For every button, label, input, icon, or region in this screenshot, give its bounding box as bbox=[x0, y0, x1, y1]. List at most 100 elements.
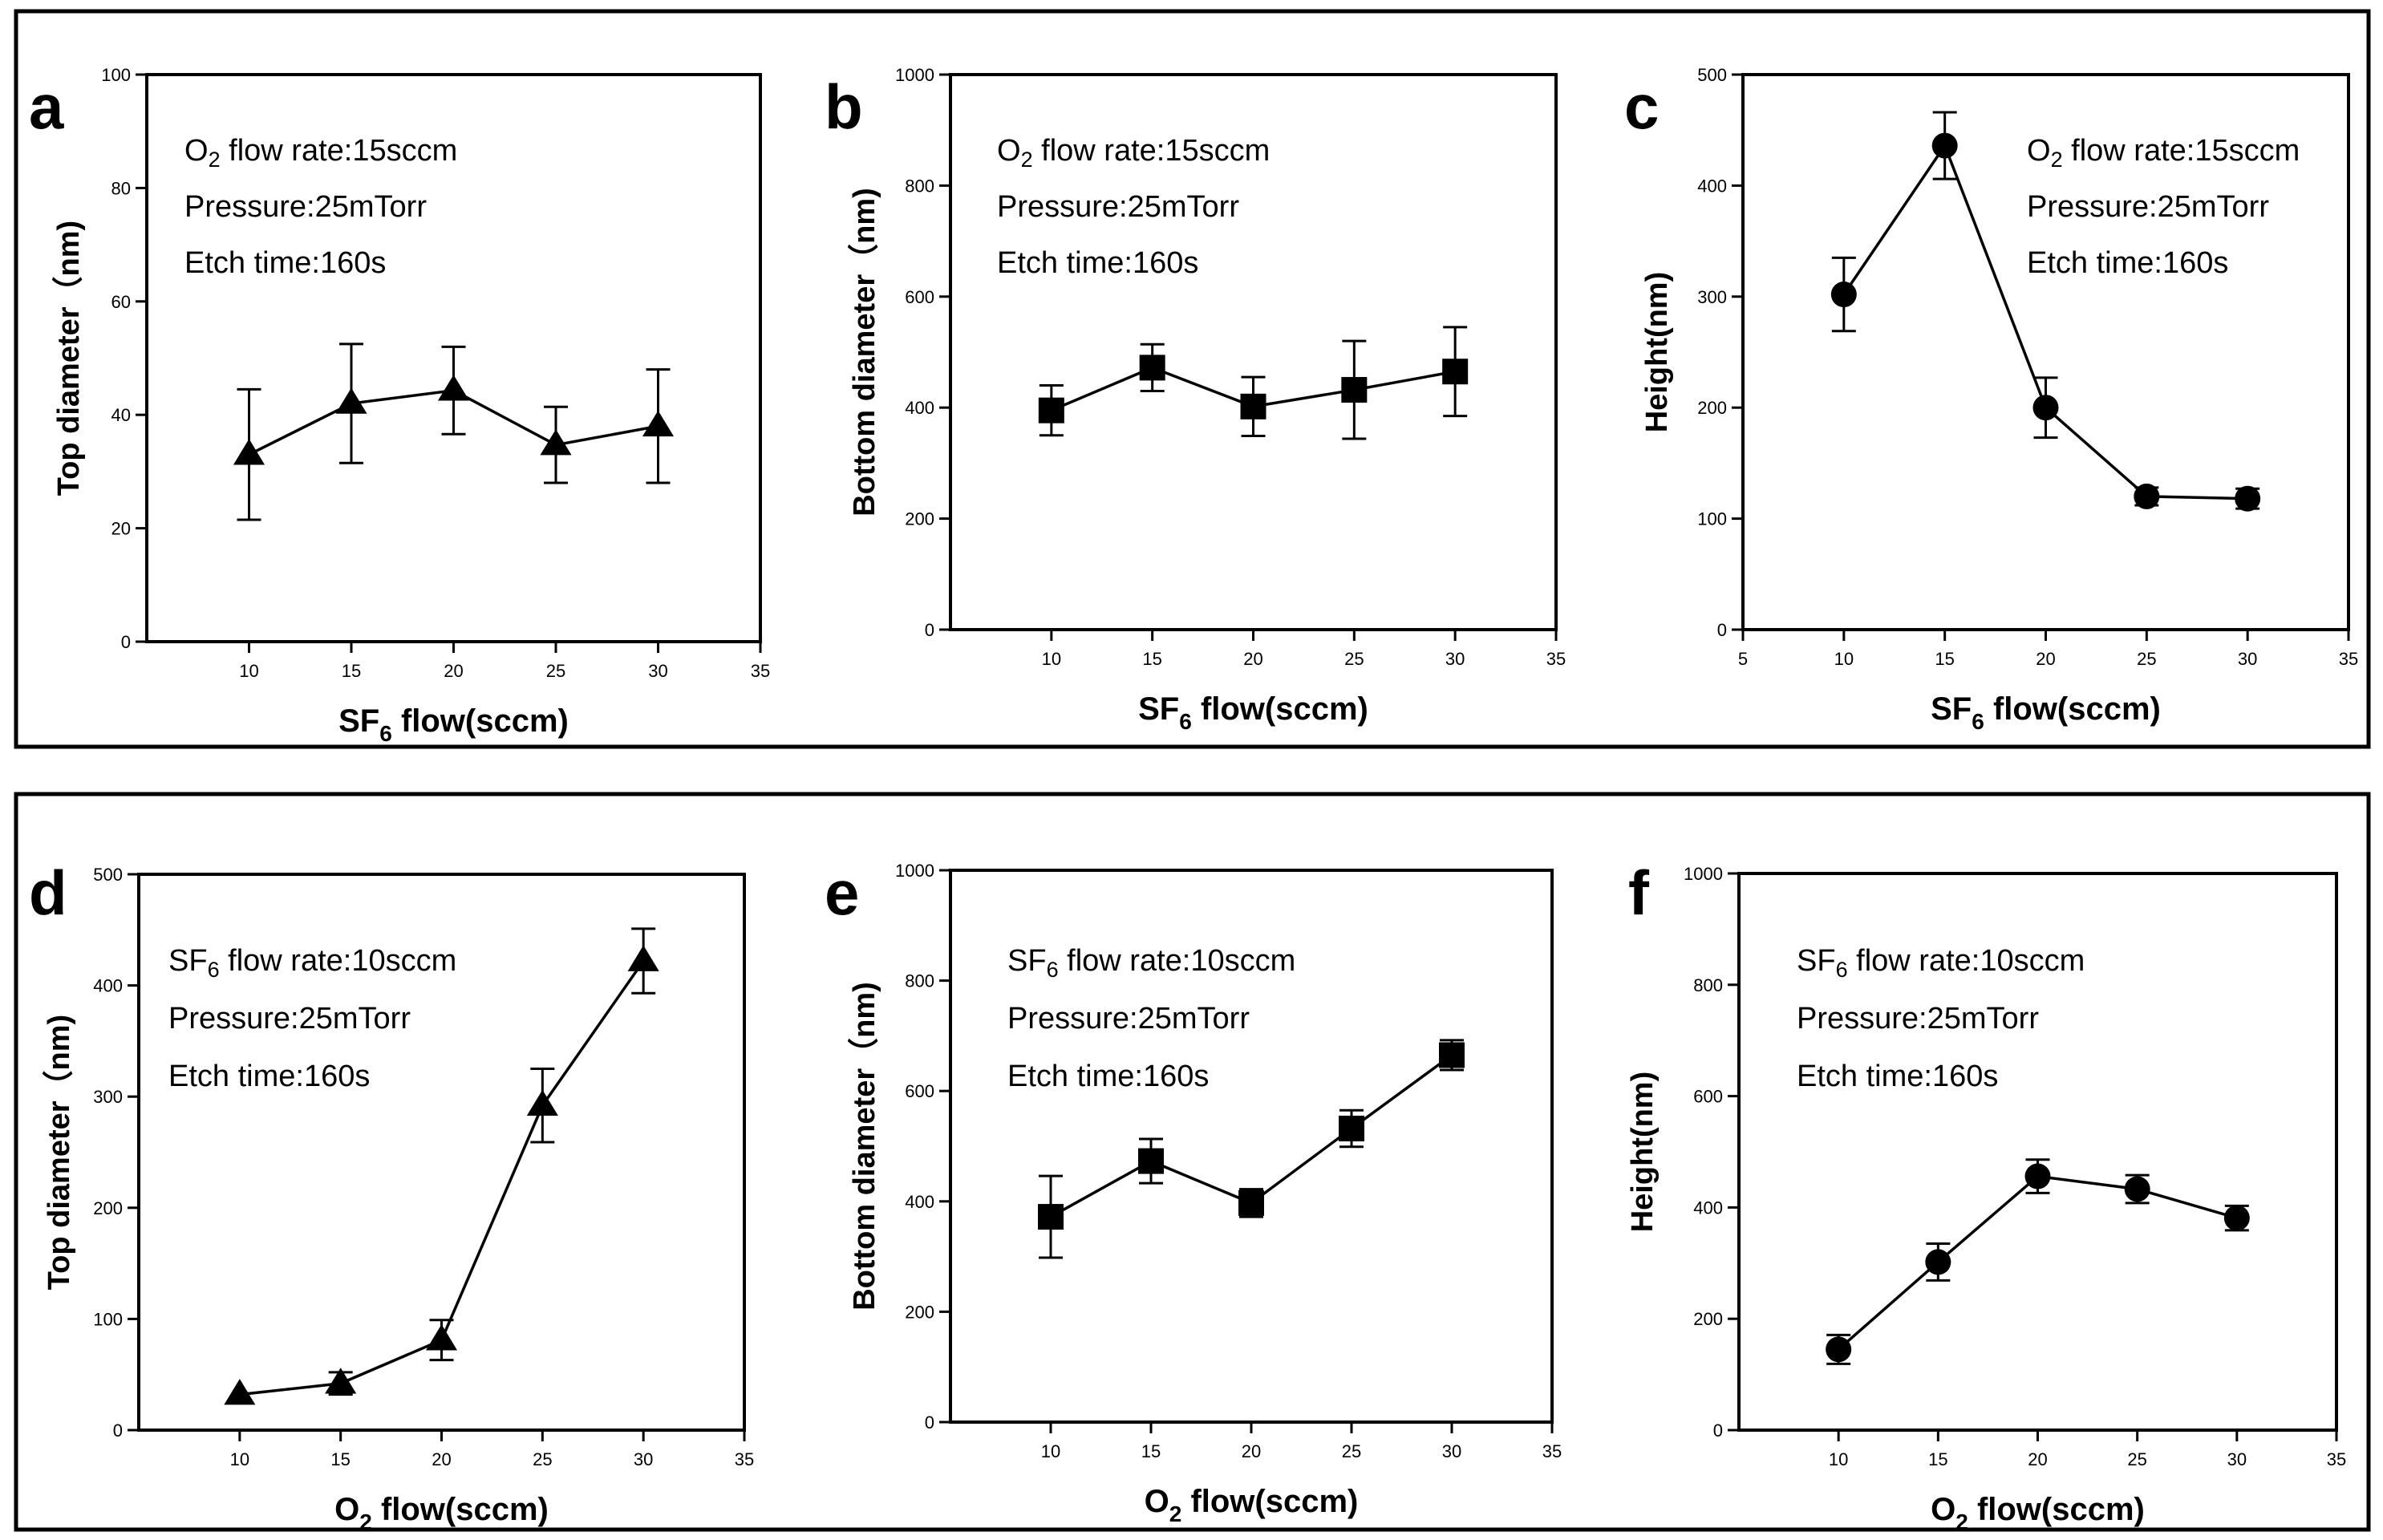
annotation-text: Pressure:25mTorr bbox=[184, 190, 427, 224]
y-tick-label: 200 bbox=[1697, 398, 1727, 418]
y-tick-label: 200 bbox=[93, 1198, 123, 1218]
data-point bbox=[1240, 393, 1266, 419]
annotation-line: Etch time:160s bbox=[1007, 1060, 1209, 1093]
series-line bbox=[1838, 1174, 2238, 1351]
y-tick-label: 400 bbox=[93, 976, 123, 996]
annotation-line: Pressure:25mTorr bbox=[1797, 1002, 2039, 1035]
x-tick-label: 10 bbox=[1829, 1449, 1848, 1469]
annotation-text: O bbox=[184, 134, 209, 168]
annotation-line: Pressure:25mTorr bbox=[2027, 190, 2269, 224]
x-tick-label: 30 bbox=[2238, 649, 2257, 669]
x-tick-label: 35 bbox=[2339, 649, 2358, 669]
data-point bbox=[233, 439, 265, 465]
annotation-text: Etch time:160s bbox=[168, 1060, 370, 1093]
y-tick-label: 0 bbox=[113, 1420, 123, 1441]
annotation-text-rest: flow rate:10sccm bbox=[1848, 944, 2085, 978]
y-tick-label: 200 bbox=[905, 509, 934, 529]
y-tick-label: 400 bbox=[1697, 176, 1727, 196]
annotation-subscript: 2 bbox=[1021, 148, 1033, 172]
x-tick-label: 25 bbox=[2127, 1449, 2146, 1469]
annotation-text-rest: flow rate:10sccm bbox=[220, 944, 457, 978]
y-tick-label: 600 bbox=[1693, 1087, 1723, 1107]
x-axis-label-main: SF bbox=[1138, 691, 1179, 727]
x-tick-label: 20 bbox=[2036, 649, 2055, 669]
data-point bbox=[1341, 377, 1368, 403]
data-point bbox=[1931, 132, 1958, 159]
y-tick-label: 0 bbox=[925, 1412, 934, 1433]
data-point bbox=[335, 387, 367, 414]
panel-letter: d bbox=[29, 857, 67, 928]
data-point bbox=[1038, 397, 1064, 424]
annotation-text: O bbox=[2027, 134, 2051, 168]
annotation-subscript: 6 bbox=[1836, 958, 1848, 982]
y-tick-label: 0 bbox=[925, 620, 934, 640]
x-tick-label: 20 bbox=[2028, 1449, 2047, 1469]
data-point bbox=[1439, 1042, 1465, 1068]
x-axis-label-unit: flow(sccm) bbox=[392, 703, 569, 739]
x-tick-label: 35 bbox=[751, 661, 770, 681]
data-point bbox=[425, 1324, 458, 1351]
annotation-subscript: 2 bbox=[2051, 148, 2063, 172]
data-point bbox=[1038, 1204, 1064, 1230]
data-point bbox=[1826, 1336, 1852, 1363]
data-point bbox=[2124, 1176, 2150, 1202]
y-tick-label: 300 bbox=[93, 1087, 123, 1107]
y-tick-label: 400 bbox=[905, 398, 934, 418]
annotation-line: Pressure:25mTorr bbox=[184, 190, 427, 224]
annotation-line: Etch time:160s bbox=[168, 1060, 370, 1093]
o2-series-group bbox=[14, 792, 2371, 1532]
y-axis-label: Top diameter（nm) bbox=[43, 1015, 76, 1290]
data-point bbox=[2032, 395, 2059, 421]
y-tick-label: 800 bbox=[905, 176, 934, 196]
y-tick-label: 400 bbox=[1693, 1198, 1723, 1218]
data-point bbox=[2134, 483, 2160, 509]
data-point bbox=[1925, 1249, 1951, 1275]
data-point bbox=[2223, 1205, 2250, 1231]
data-point bbox=[2235, 485, 2261, 512]
x-axis-label-subscript: 2 bbox=[1169, 1502, 1182, 1526]
annotation-line: O2 flow rate:15sccm bbox=[997, 134, 1270, 172]
data-point bbox=[642, 410, 675, 437]
x-axis-label-main: O bbox=[334, 1492, 359, 1527]
x-tick-label: 10 bbox=[1834, 649, 1854, 669]
x-tick-label: 25 bbox=[2137, 649, 2156, 669]
data-point bbox=[1339, 1115, 1364, 1141]
panel-letter: c bbox=[1624, 71, 1659, 142]
x-tick-label: 30 bbox=[2227, 1449, 2247, 1469]
x-axis-label-unit: flow(sccm) bbox=[1968, 1492, 2145, 1527]
x-tick-label: 25 bbox=[546, 661, 565, 681]
y-tick-label: 500 bbox=[1697, 65, 1727, 85]
annotation-text: SF bbox=[1797, 944, 1836, 978]
y-tick-label: 1000 bbox=[895, 861, 934, 881]
y-tick-label: 200 bbox=[905, 1302, 934, 1322]
y-tick-label: 100 bbox=[101, 65, 131, 85]
annotation-subscript: 6 bbox=[208, 958, 220, 982]
x-axis-label-main: O bbox=[1145, 1484, 1169, 1519]
y-tick-label: 20 bbox=[111, 519, 131, 539]
annotation-text-rest: flow rate:15sccm bbox=[221, 134, 458, 168]
data-point bbox=[325, 1368, 357, 1394]
y-tick-label: 40 bbox=[111, 405, 131, 425]
annotation-line: Pressure:25mTorr bbox=[1007, 1002, 1250, 1035]
x-axis-label-main: SF bbox=[1931, 691, 1972, 727]
annotation-line: Etch time:160s bbox=[1797, 1060, 1998, 1093]
x-axis-label-subscript: 6 bbox=[1972, 709, 1984, 734]
x-tick-label: 35 bbox=[1542, 1441, 1562, 1461]
y-tick-label: 400 bbox=[905, 1192, 934, 1212]
y-tick-label: 0 bbox=[1717, 620, 1727, 640]
annotation-subscript: 6 bbox=[1047, 958, 1059, 982]
y-axis-label: Bottom diameter（nm) bbox=[848, 188, 881, 517]
annotation-text: SF bbox=[168, 944, 208, 978]
x-tick-label: 30 bbox=[1442, 1441, 1461, 1461]
data-point bbox=[627, 945, 659, 971]
x-tick-label: 15 bbox=[1141, 1441, 1161, 1461]
x-axis-label-unit: flow(sccm) bbox=[372, 1492, 549, 1527]
data-point bbox=[224, 1379, 256, 1405]
x-axis-label: SF6 flow(sccm) bbox=[1138, 691, 1368, 734]
x-axis-label-main: SF bbox=[338, 703, 379, 739]
annotation-line: Pressure:25mTorr bbox=[168, 1002, 411, 1035]
x-tick-label: 25 bbox=[1342, 1441, 1361, 1461]
x-tick-label: 20 bbox=[1243, 649, 1262, 669]
y-tick-label: 1000 bbox=[895, 65, 934, 85]
x-tick-label: 35 bbox=[2327, 1449, 2346, 1469]
